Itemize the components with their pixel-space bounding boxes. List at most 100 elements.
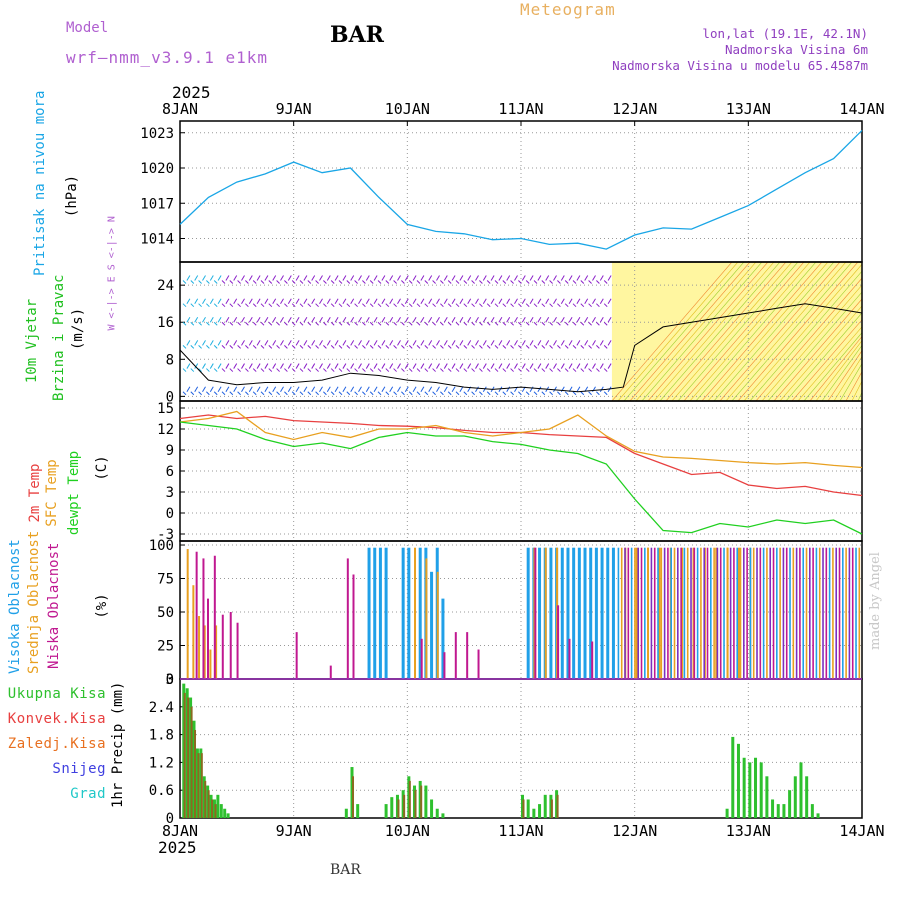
legend-ukupna-kisa: Ukupna Kisa [7, 686, 106, 702]
wind-hatch [749, 270, 863, 401]
wind-barb [323, 280, 327, 284]
wind-barb [416, 321, 421, 326]
wind-barb [209, 298, 214, 304]
wind-barb [385, 368, 390, 372]
cloud-bar [637, 547, 640, 679]
wind-barb [404, 275, 409, 281]
wind-barb [233, 316, 238, 323]
wind-barb [592, 298, 596, 304]
wind-barb [459, 386, 464, 392]
wind-barb [584, 363, 589, 369]
wind-barb [486, 391, 491, 396]
wind-barb [498, 363, 503, 369]
cloud-bar [207, 598, 210, 679]
cloud-bar [737, 547, 740, 679]
wind-barb [276, 321, 280, 326]
cloud-bar [799, 547, 801, 679]
wind-barb [432, 321, 436, 326]
precip-bar [793, 776, 797, 818]
wind-barb [545, 275, 550, 281]
cloud-bar [209, 649, 212, 679]
wind-barb [397, 298, 401, 304]
wind-barb [209, 316, 214, 323]
temp-dewpt-line [179, 421, 863, 535]
wind-hatch [737, 262, 859, 401]
wind-barb [498, 275, 503, 281]
wind-barb [408, 280, 413, 284]
wind-barb [455, 280, 460, 284]
wind-barb [252, 345, 257, 349]
wind-barb [502, 345, 507, 349]
cloud-bar [236, 622, 239, 679]
wind-shade [611, 262, 862, 401]
wind-barb [436, 386, 440, 392]
wind-barb [416, 345, 421, 349]
wind-hatch [839, 363, 863, 401]
wind-barb [599, 386, 604, 392]
wind-barb [463, 345, 468, 349]
wind-barb [560, 298, 565, 304]
wind-barb [576, 316, 581, 323]
wind-barb [397, 363, 401, 369]
wind-barb [377, 280, 382, 284]
wind-barb [287, 386, 292, 392]
wind-hatch [659, 262, 781, 401]
wind-barb [553, 363, 557, 369]
wind-barb [416, 368, 421, 372]
cloud-bar [221, 614, 224, 679]
wind-barb [354, 280, 358, 284]
precip-bar [219, 804, 223, 818]
wind-barb [553, 386, 557, 392]
wind-barb [276, 368, 280, 372]
x-tick-label-bottom: 10JAN [385, 822, 430, 840]
cloud-bar [766, 547, 768, 679]
wind-barb [268, 368, 273, 372]
wind-barb [206, 303, 210, 308]
wind-barb [514, 340, 518, 346]
wind-barb [607, 363, 612, 369]
cloud-bar [526, 547, 530, 679]
wind-barb [280, 298, 284, 304]
x-tick-label-top: 14JAN [839, 100, 884, 118]
wind-barb [381, 386, 386, 392]
wind-barb [533, 303, 538, 308]
wind-barb [576, 275, 581, 281]
x-tick-label-bottom: 13JAN [726, 822, 771, 840]
wind-barb [580, 321, 585, 326]
x-tick-label-bottom: 14JAN [839, 822, 884, 840]
wind-barb [420, 340, 425, 346]
wind-barb [326, 386, 331, 392]
wind-barb [428, 275, 433, 281]
wind-barb [424, 280, 429, 284]
wind-barb [572, 345, 577, 349]
precip-bar [543, 794, 547, 818]
wind-barb [494, 345, 499, 349]
wind-barb [389, 275, 394, 281]
y-tick-label: 24 [157, 278, 174, 294]
precip-bar [356, 804, 360, 818]
wind-hatch [791, 319, 863, 401]
cloud-bar [477, 649, 480, 679]
wind-barb [287, 363, 292, 369]
wind-barb [198, 368, 202, 372]
cloud-bar [454, 632, 457, 679]
wind-barb [299, 321, 304, 326]
wind-barb [217, 275, 222, 281]
wind-barb [533, 391, 538, 396]
wind-barb [381, 363, 386, 369]
wind-barb [518, 280, 522, 284]
wind-barb [198, 345, 202, 349]
wind-barb [330, 368, 335, 372]
wind-barb [440, 321, 444, 326]
wind-barb [319, 386, 323, 392]
wind-hatch [743, 263, 863, 401]
y-tick-label: 1.2 [149, 755, 174, 771]
wind-barb [475, 275, 479, 281]
cloud-bar [809, 547, 811, 679]
wind-barb [467, 340, 472, 346]
cloud-bar [700, 547, 702, 679]
wind-barb [463, 368, 468, 372]
wind-barb [256, 316, 261, 323]
wind-barb [299, 391, 304, 396]
wind-barb [404, 316, 409, 323]
